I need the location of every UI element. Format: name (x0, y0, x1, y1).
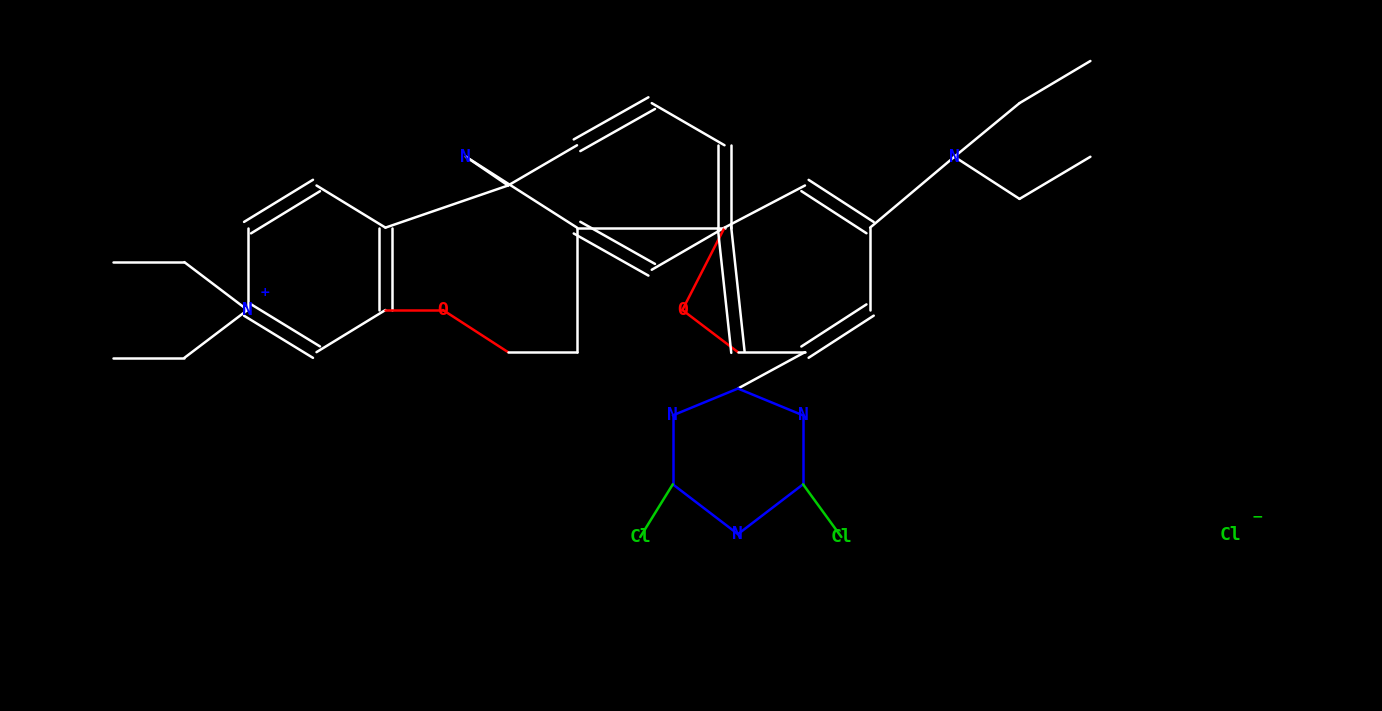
Text: O: O (438, 301, 448, 319)
Text: N: N (242, 301, 253, 319)
Text: O: O (677, 301, 688, 319)
Text: N: N (460, 148, 471, 166)
Text: Cl: Cl (831, 528, 853, 546)
Text: N: N (668, 407, 679, 424)
Text: +: + (260, 287, 269, 299)
Text: N: N (797, 407, 808, 424)
Text: Cl: Cl (629, 528, 651, 546)
Text: N: N (732, 525, 744, 543)
Text: −: − (1251, 509, 1263, 523)
Text: Cl: Cl (1219, 526, 1241, 544)
Text: N: N (949, 148, 960, 166)
